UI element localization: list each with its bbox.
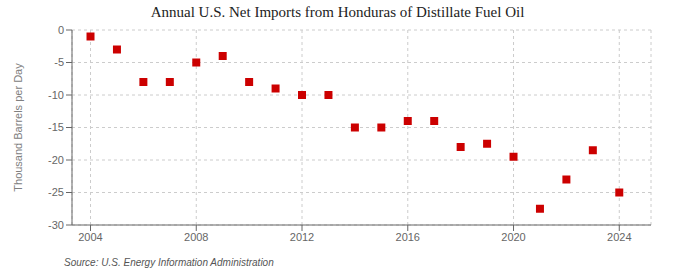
- svg-text:2012: 2012: [290, 231, 314, 243]
- svg-text:-25: -25: [48, 186, 64, 198]
- html-text:Annual U.S. Net Imports from H: Annual U.S. Net Imports from Honduras of…: [150, 4, 525, 20]
- svg-text:-30: -30: [48, 219, 64, 231]
- html-text:Source: U.S. Energy Informatio: Source: U.S. Energy Information Administ…: [64, 257, 274, 268]
- svg-text:Thousand Barrels per Day: Thousand Barrels per Day: [12, 63, 24, 192]
- svg-text:2016: 2016: [396, 231, 420, 243]
- svg-text:2008: 2008: [184, 231, 208, 243]
- svg-text:0: 0: [58, 24, 64, 36]
- svg-text:-20: -20: [48, 154, 64, 166]
- svg-text:2020: 2020: [501, 231, 525, 243]
- svg-text:-15: -15: [48, 121, 64, 133]
- svg-text:-10: -10: [48, 89, 64, 101]
- svg-text:2024: 2024: [607, 231, 631, 243]
- svg-text:2004: 2004: [78, 231, 102, 243]
- svg-text:-5: -5: [54, 56, 64, 68]
